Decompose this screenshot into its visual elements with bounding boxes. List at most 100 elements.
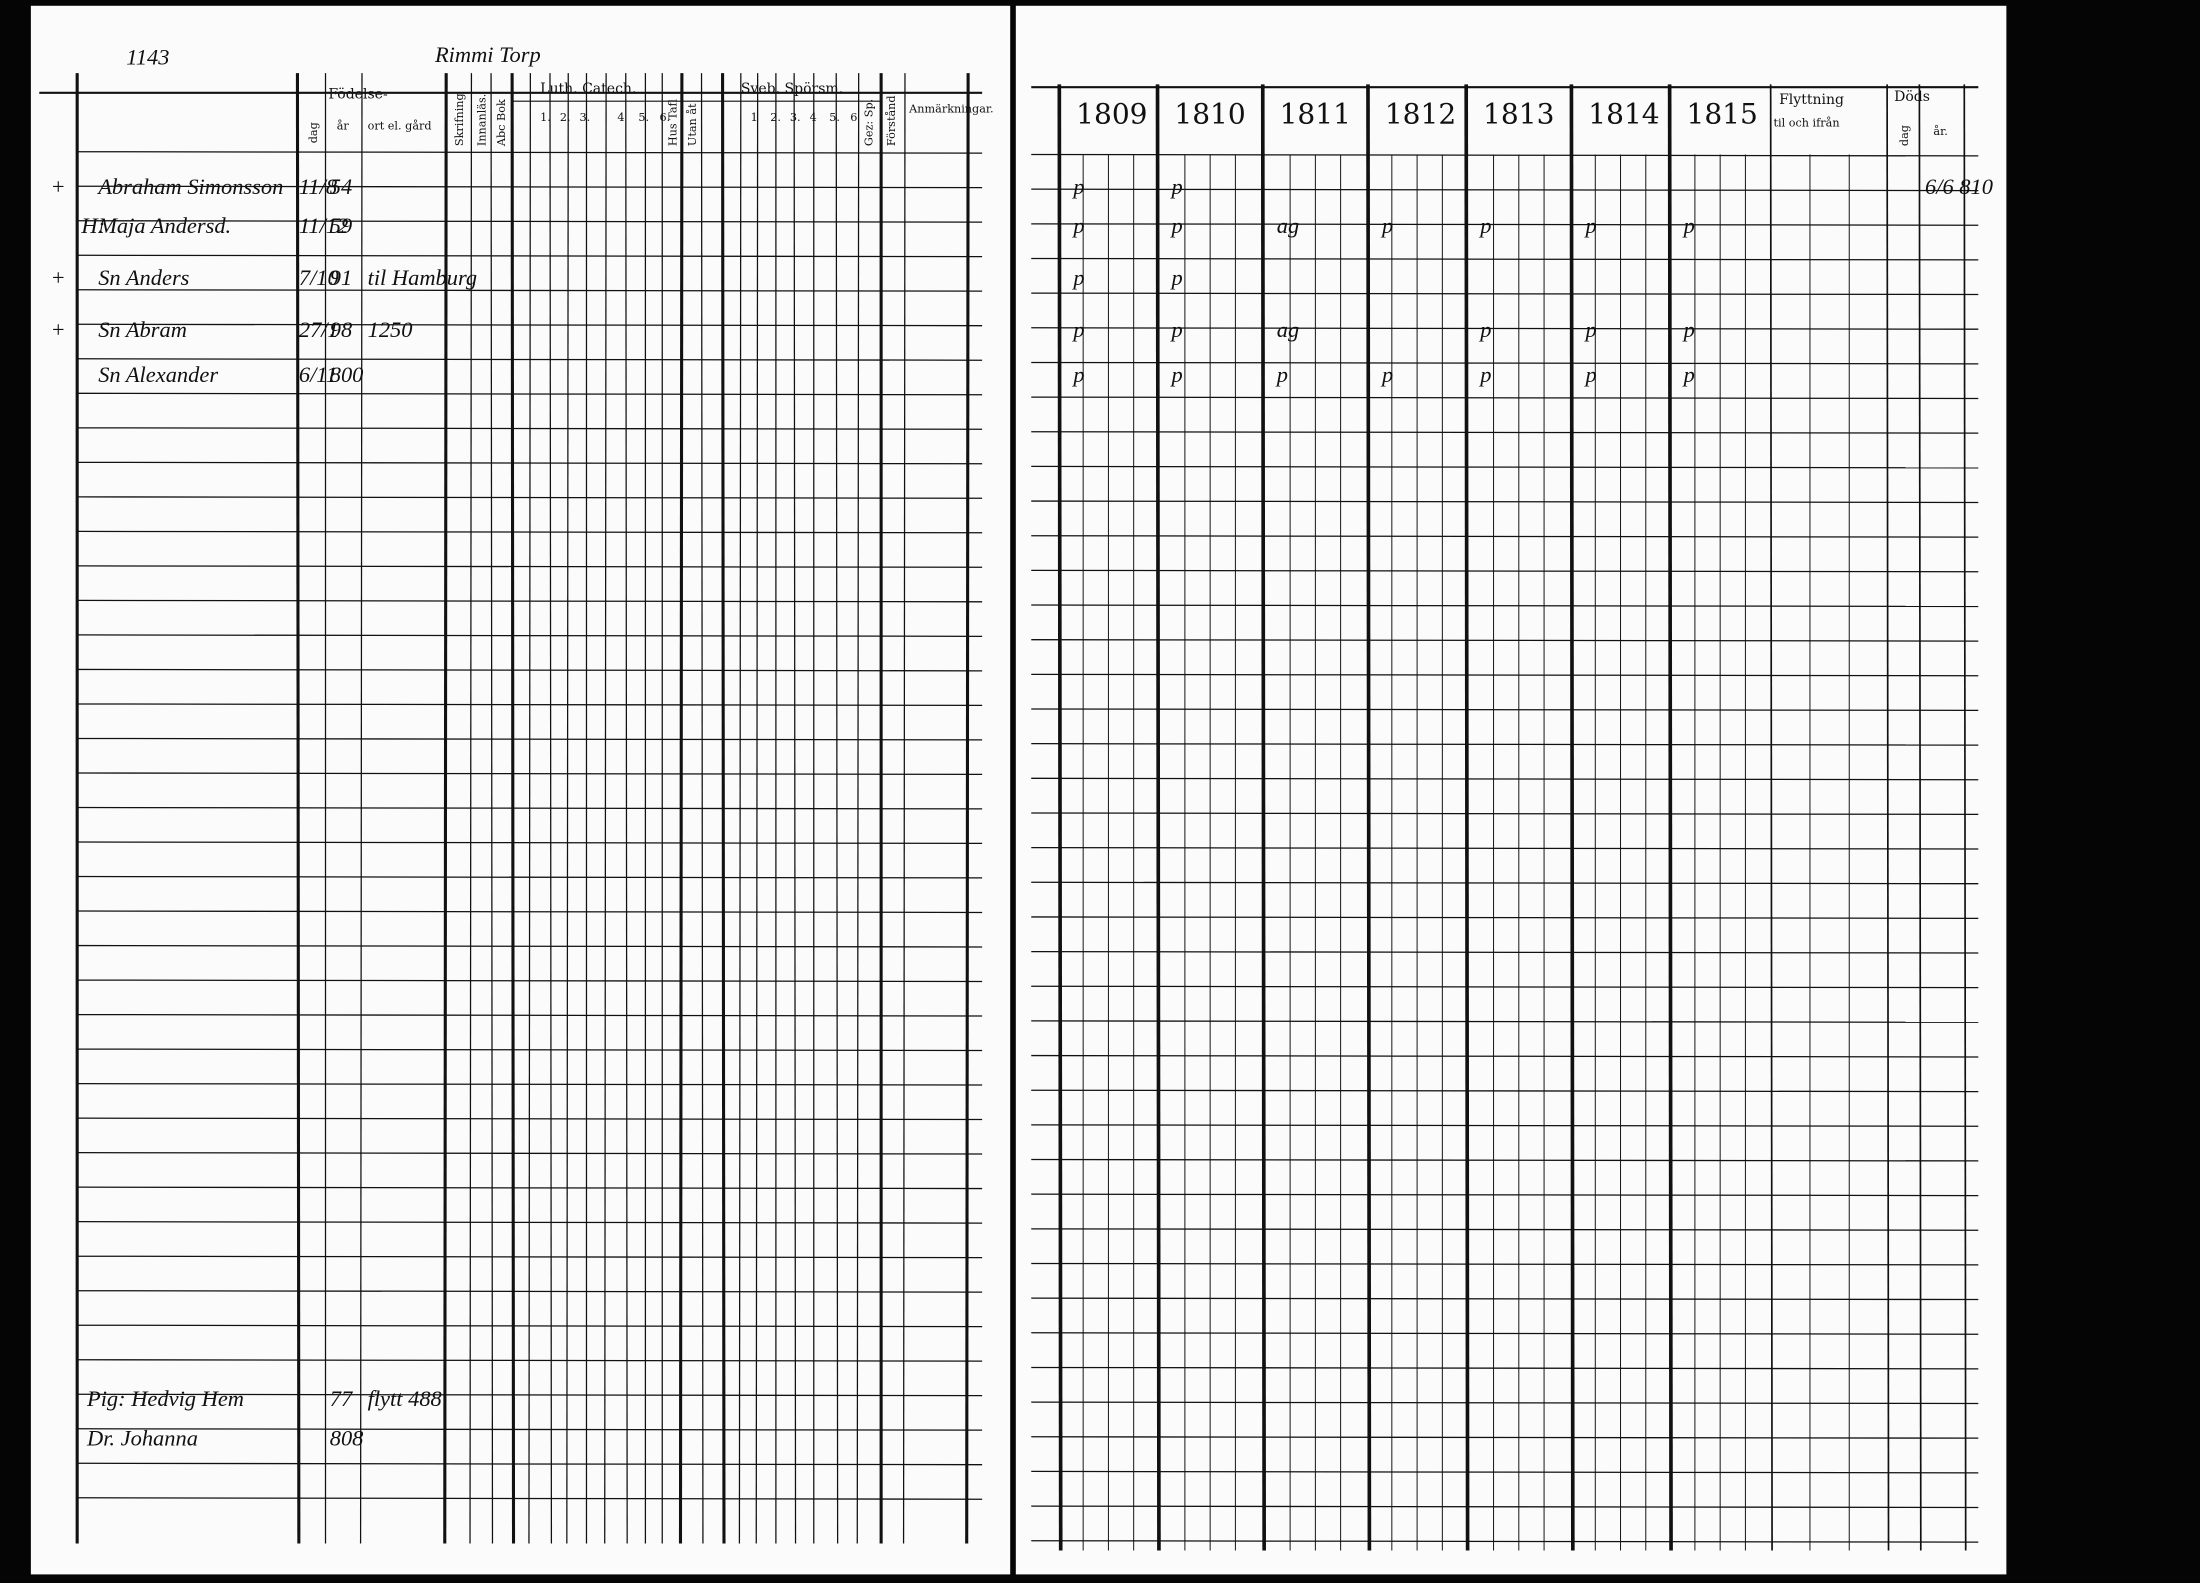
header: 5.	[829, 111, 840, 124]
year-header: 1814	[1588, 98, 1659, 131]
row-line	[1031, 292, 1979, 296]
row-line	[1031, 153, 1979, 157]
header: år.	[1933, 125, 1947, 138]
row-line	[1031, 1436, 1979, 1439]
right-page	[1015, 5, 2007, 1575]
year-entry: p	[1478, 317, 1491, 342]
row-line	[77, 979, 983, 983]
row-line	[77, 1462, 983, 1466]
row-line	[1031, 604, 1979, 608]
place: Rimmi Torp	[434, 42, 541, 67]
birth-place: flytt 488	[368, 1386, 442, 1411]
name: Sn Alexander	[98, 362, 218, 387]
year-entry: p	[1583, 317, 1596, 342]
header: 4	[810, 111, 817, 124]
row-line	[77, 703, 983, 706]
row-line	[1031, 1020, 1979, 1023]
year-entry: p	[1380, 213, 1393, 238]
death: 6/6 810	[1925, 174, 1993, 199]
year-entry: p	[1682, 362, 1695, 387]
header: 2.	[560, 111, 571, 124]
year-entry: ag	[1277, 317, 1299, 342]
row-line	[1031, 1540, 1979, 1543]
row-line	[77, 151, 983, 154]
birth-day: 11/8	[299, 174, 337, 199]
row-line	[77, 1186, 983, 1190]
header: Luth. Catech.	[540, 81, 636, 97]
row-line	[77, 358, 983, 361]
row-line	[77, 1359, 983, 1362]
year-entry: p	[1478, 362, 1491, 387]
year-entry: p	[1071, 317, 1084, 342]
row-line	[77, 1221, 983, 1224]
row-line	[1031, 639, 1979, 642]
row-line	[1031, 327, 1979, 330]
grid	[39, 73, 1979, 1551]
row-line	[77, 289, 983, 292]
header: Döds	[1894, 89, 1930, 105]
header: Skrifning	[453, 93, 466, 146]
row-line	[77, 1255, 983, 1259]
row-line	[1031, 743, 1979, 746]
name: Sn Abram	[98, 317, 187, 342]
row-line	[77, 427, 983, 430]
header: Födelse-	[328, 86, 388, 102]
year-entry: p	[1170, 213, 1183, 238]
column-line	[1366, 84, 1372, 1551]
mark: +	[51, 265, 66, 290]
row-line	[1031, 257, 1979, 261]
birth-year: 98	[330, 317, 352, 342]
column-line	[1667, 84, 1673, 1551]
year-entry: p	[1478, 213, 1491, 238]
row-line	[77, 220, 983, 223]
column-line	[1260, 84, 1266, 1551]
header: 5.	[638, 111, 649, 124]
row-line	[1031, 673, 1979, 677]
header: Förstånd	[885, 95, 898, 146]
birth-day: 11/12	[299, 213, 348, 238]
mark: H:	[80, 213, 105, 238]
header: 3.	[790, 111, 801, 124]
birth-year: 54	[330, 174, 352, 199]
row-line	[77, 323, 983, 327]
row-line	[1031, 708, 1979, 712]
header: Innanläs.	[475, 94, 488, 146]
row-line	[77, 806, 983, 810]
year-entry: p	[1071, 213, 1084, 238]
header: dag	[307, 122, 320, 143]
row-line	[1031, 1470, 1979, 1474]
birth-year: 91	[330, 265, 352, 290]
column-line	[1464, 84, 1470, 1551]
header: Gez: Sp.	[863, 99, 876, 146]
row-line	[77, 875, 983, 879]
row-line	[77, 461, 983, 465]
name: Sn Anders	[98, 265, 189, 290]
row-line	[1031, 535, 1979, 538]
birth-day: 7/10	[299, 265, 339, 290]
header: år	[337, 119, 350, 132]
row-line	[77, 737, 983, 741]
year-entry: p	[1071, 265, 1084, 290]
year-entry: ag	[1277, 213, 1299, 238]
header: dag	[1898, 125, 1911, 146]
header: 2.	[770, 111, 781, 124]
row-line	[77, 1117, 983, 1121]
header: 6	[850, 111, 857, 124]
row-line	[1031, 1054, 1979, 1058]
year-header: 1813	[1483, 98, 1554, 131]
header: ort el. gård	[368, 119, 432, 132]
year-entry: p	[1071, 174, 1084, 199]
row-line	[1031, 950, 1979, 954]
column-line	[1569, 84, 1575, 1551]
birth-day: 27/1	[299, 317, 339, 342]
birth-place: til Hamburg	[368, 265, 478, 290]
year-header: 1812	[1385, 98, 1456, 131]
texts: 1143 Rimmi Torp Födelse- dag år ort el. …	[51, 42, 1993, 1450]
birth-year: 77	[330, 1386, 353, 1411]
header: 1	[751, 111, 758, 124]
name: Dr. Johanna	[86, 1425, 198, 1450]
row-line	[1031, 1228, 1979, 1231]
birth-place: 1250	[368, 317, 413, 342]
